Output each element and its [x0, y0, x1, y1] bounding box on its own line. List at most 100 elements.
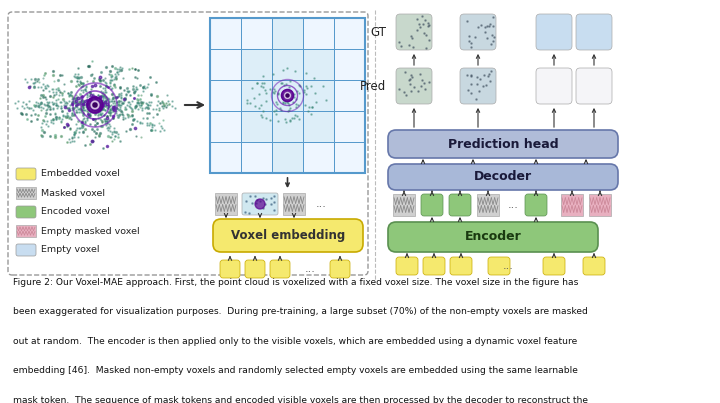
- Point: [289, 112, 301, 118]
- Point: [96, 97, 107, 104]
- Point: [112, 131, 124, 137]
- Point: [98, 102, 109, 108]
- Point: [271, 101, 283, 107]
- Point: [78, 115, 89, 122]
- Point: [31, 115, 42, 122]
- Point: [56, 116, 68, 122]
- Point: [74, 77, 86, 84]
- Point: [42, 104, 54, 111]
- Point: [103, 98, 114, 105]
- Point: [106, 131, 117, 137]
- Point: [153, 107, 165, 114]
- Point: [53, 87, 64, 93]
- FancyBboxPatch shape: [536, 68, 572, 104]
- Point: [41, 81, 53, 88]
- Point: [407, 44, 418, 51]
- Point: [85, 98, 96, 104]
- Point: [156, 125, 168, 131]
- Bar: [334, 18, 365, 49]
- Point: [127, 108, 138, 114]
- Point: [104, 125, 115, 132]
- Point: [84, 102, 95, 109]
- Point: [60, 100, 72, 106]
- Point: [37, 117, 48, 124]
- Point: [257, 205, 269, 211]
- Point: [308, 75, 320, 81]
- Point: [290, 96, 302, 102]
- Point: [114, 138, 126, 145]
- Bar: [215, 193, 237, 215]
- Point: [50, 91, 62, 98]
- Point: [95, 109, 107, 115]
- Point: [114, 66, 126, 73]
- Bar: [272, 111, 303, 142]
- Point: [47, 85, 58, 92]
- Point: [300, 70, 312, 77]
- Point: [78, 98, 89, 105]
- Point: [61, 105, 73, 111]
- Point: [102, 104, 114, 110]
- Point: [80, 107, 91, 113]
- Point: [116, 100, 127, 106]
- Point: [17, 98, 29, 105]
- Point: [90, 99, 102, 106]
- Point: [89, 102, 101, 108]
- Point: [76, 124, 88, 130]
- Point: [55, 104, 67, 111]
- Point: [299, 89, 310, 95]
- Point: [255, 112, 266, 118]
- Point: [99, 112, 110, 118]
- Point: [112, 71, 124, 77]
- Point: [78, 128, 89, 134]
- Point: [318, 83, 329, 89]
- Bar: [272, 142, 303, 173]
- Point: [144, 121, 156, 128]
- Point: [129, 104, 140, 110]
- Point: [293, 82, 305, 88]
- Point: [251, 200, 262, 206]
- Circle shape: [284, 93, 290, 98]
- Point: [100, 118, 112, 125]
- Point: [48, 106, 59, 113]
- Point: [137, 84, 148, 91]
- Point: [108, 129, 120, 135]
- Point: [141, 120, 153, 127]
- Point: [70, 98, 81, 104]
- Point: [407, 35, 418, 41]
- Point: [43, 98, 55, 105]
- Point: [470, 96, 482, 102]
- Point: [276, 80, 287, 87]
- Point: [128, 116, 140, 123]
- Point: [86, 83, 97, 89]
- Point: [258, 80, 270, 86]
- Point: [143, 98, 155, 105]
- Point: [71, 102, 82, 109]
- Point: [99, 85, 110, 92]
- Point: [73, 125, 84, 131]
- Point: [43, 88, 55, 95]
- Point: [289, 91, 300, 97]
- Point: [90, 101, 102, 107]
- Point: [96, 105, 108, 111]
- Circle shape: [282, 89, 294, 102]
- Point: [25, 104, 37, 111]
- Point: [87, 102, 99, 108]
- Point: [126, 105, 138, 112]
- Point: [141, 121, 153, 128]
- Point: [87, 104, 99, 110]
- Point: [57, 91, 68, 98]
- Point: [76, 118, 88, 124]
- Point: [487, 14, 499, 20]
- Point: [98, 99, 109, 105]
- Point: [90, 122, 102, 128]
- Point: [101, 97, 112, 104]
- Point: [75, 94, 86, 100]
- Point: [400, 69, 411, 75]
- Point: [481, 35, 492, 42]
- Point: [108, 81, 120, 87]
- Point: [141, 115, 153, 121]
- Point: [465, 73, 477, 79]
- Point: [72, 94, 84, 100]
- Point: [103, 103, 114, 110]
- Point: [99, 89, 110, 95]
